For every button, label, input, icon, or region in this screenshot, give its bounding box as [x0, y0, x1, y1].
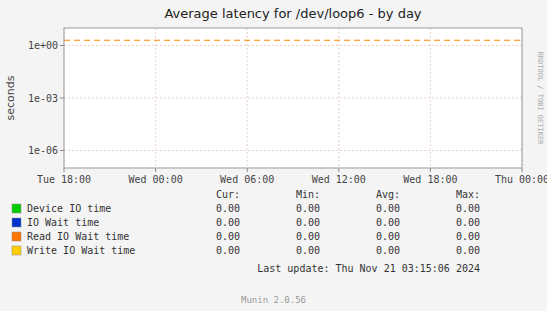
table-header: Min: [296, 189, 320, 200]
tick-mark [430, 168, 431, 172]
table-cell: 0.00 [216, 203, 240, 214]
table-cell: 0.00 [456, 217, 480, 228]
tick-mark [60, 45, 64, 46]
grid-line [64, 98, 522, 99]
tick-mark [60, 150, 64, 151]
tick-label: Wed 12:00 [312, 174, 366, 185]
grid-line [64, 150, 522, 151]
tick-label: Tue 18:00 [37, 174, 91, 185]
legend-entry: Device IO time [27, 203, 111, 214]
tick-mark [155, 168, 156, 172]
legend-entry: IO Wait time [27, 217, 99, 228]
table-cell: 0.00 [216, 245, 240, 256]
legend-swatch [12, 204, 21, 213]
table-cell: 0.00 [296, 203, 320, 214]
table-cell: 0.00 [296, 231, 320, 242]
legend-entry: Read IO Wait time [27, 231, 129, 242]
tick-mark [338, 168, 339, 172]
data-layer [64, 40, 522, 41]
grid-line [247, 28, 248, 168]
legend-swatch [12, 232, 21, 241]
tick-mark [522, 168, 523, 172]
tick-label: Wed 06:00 [220, 174, 274, 185]
table-cell: 0.00 [376, 231, 400, 242]
axis-label: seconds [4, 75, 17, 120]
chart: Average latency for /dev/loop6 - by day T… [0, 0, 547, 311]
grid-line [430, 28, 431, 168]
table-header: Max: [456, 189, 480, 200]
tick-label: Thu 00:00 [495, 174, 547, 185]
legend-swatch [12, 246, 21, 255]
tick-mark [247, 168, 248, 172]
table-cell: 0.00 [216, 217, 240, 228]
tick-label: 1e-03 [28, 93, 58, 104]
table-cell: 0.00 [456, 231, 480, 242]
grid-line [155, 28, 156, 168]
table-cell: 0.00 [456, 203, 480, 214]
last-update: Last update: Thu Nov 21 03:15:06 2024 [257, 263, 480, 274]
table-cell: 0.00 [376, 245, 400, 256]
table-header: Cur: [216, 189, 240, 200]
plot-area [64, 28, 522, 168]
table-header: Avg: [376, 189, 400, 200]
tick-label: 1e+00 [28, 40, 58, 51]
reference-line [64, 40, 522, 41]
tick-mark [64, 168, 65, 172]
title: Average latency for /dev/loop6 - by day [164, 6, 421, 21]
legend-swatch [12, 218, 21, 227]
watermark: RRDTOOL / TOBI OETIKER [536, 52, 544, 146]
table-cell: 0.00 [296, 217, 320, 228]
grid-line [64, 45, 522, 46]
footer: Munin 2.0.56 [241, 295, 306, 305]
tick-mark [60, 98, 64, 99]
table-cell: 0.00 [456, 245, 480, 256]
tick-label: Wed 00:00 [129, 174, 183, 185]
tick-label: Wed 18:00 [403, 174, 457, 185]
table-cell: 0.00 [376, 203, 400, 214]
plot-frame [64, 28, 522, 168]
table-cell: 0.00 [376, 217, 400, 228]
grid-line [338, 28, 339, 168]
tick-label: 1e-06 [28, 145, 58, 156]
legend-entry: Write IO Wait time [27, 245, 135, 256]
table-cell: 0.00 [216, 231, 240, 242]
grid [64, 28, 522, 168]
table-cell: 0.00 [296, 245, 320, 256]
